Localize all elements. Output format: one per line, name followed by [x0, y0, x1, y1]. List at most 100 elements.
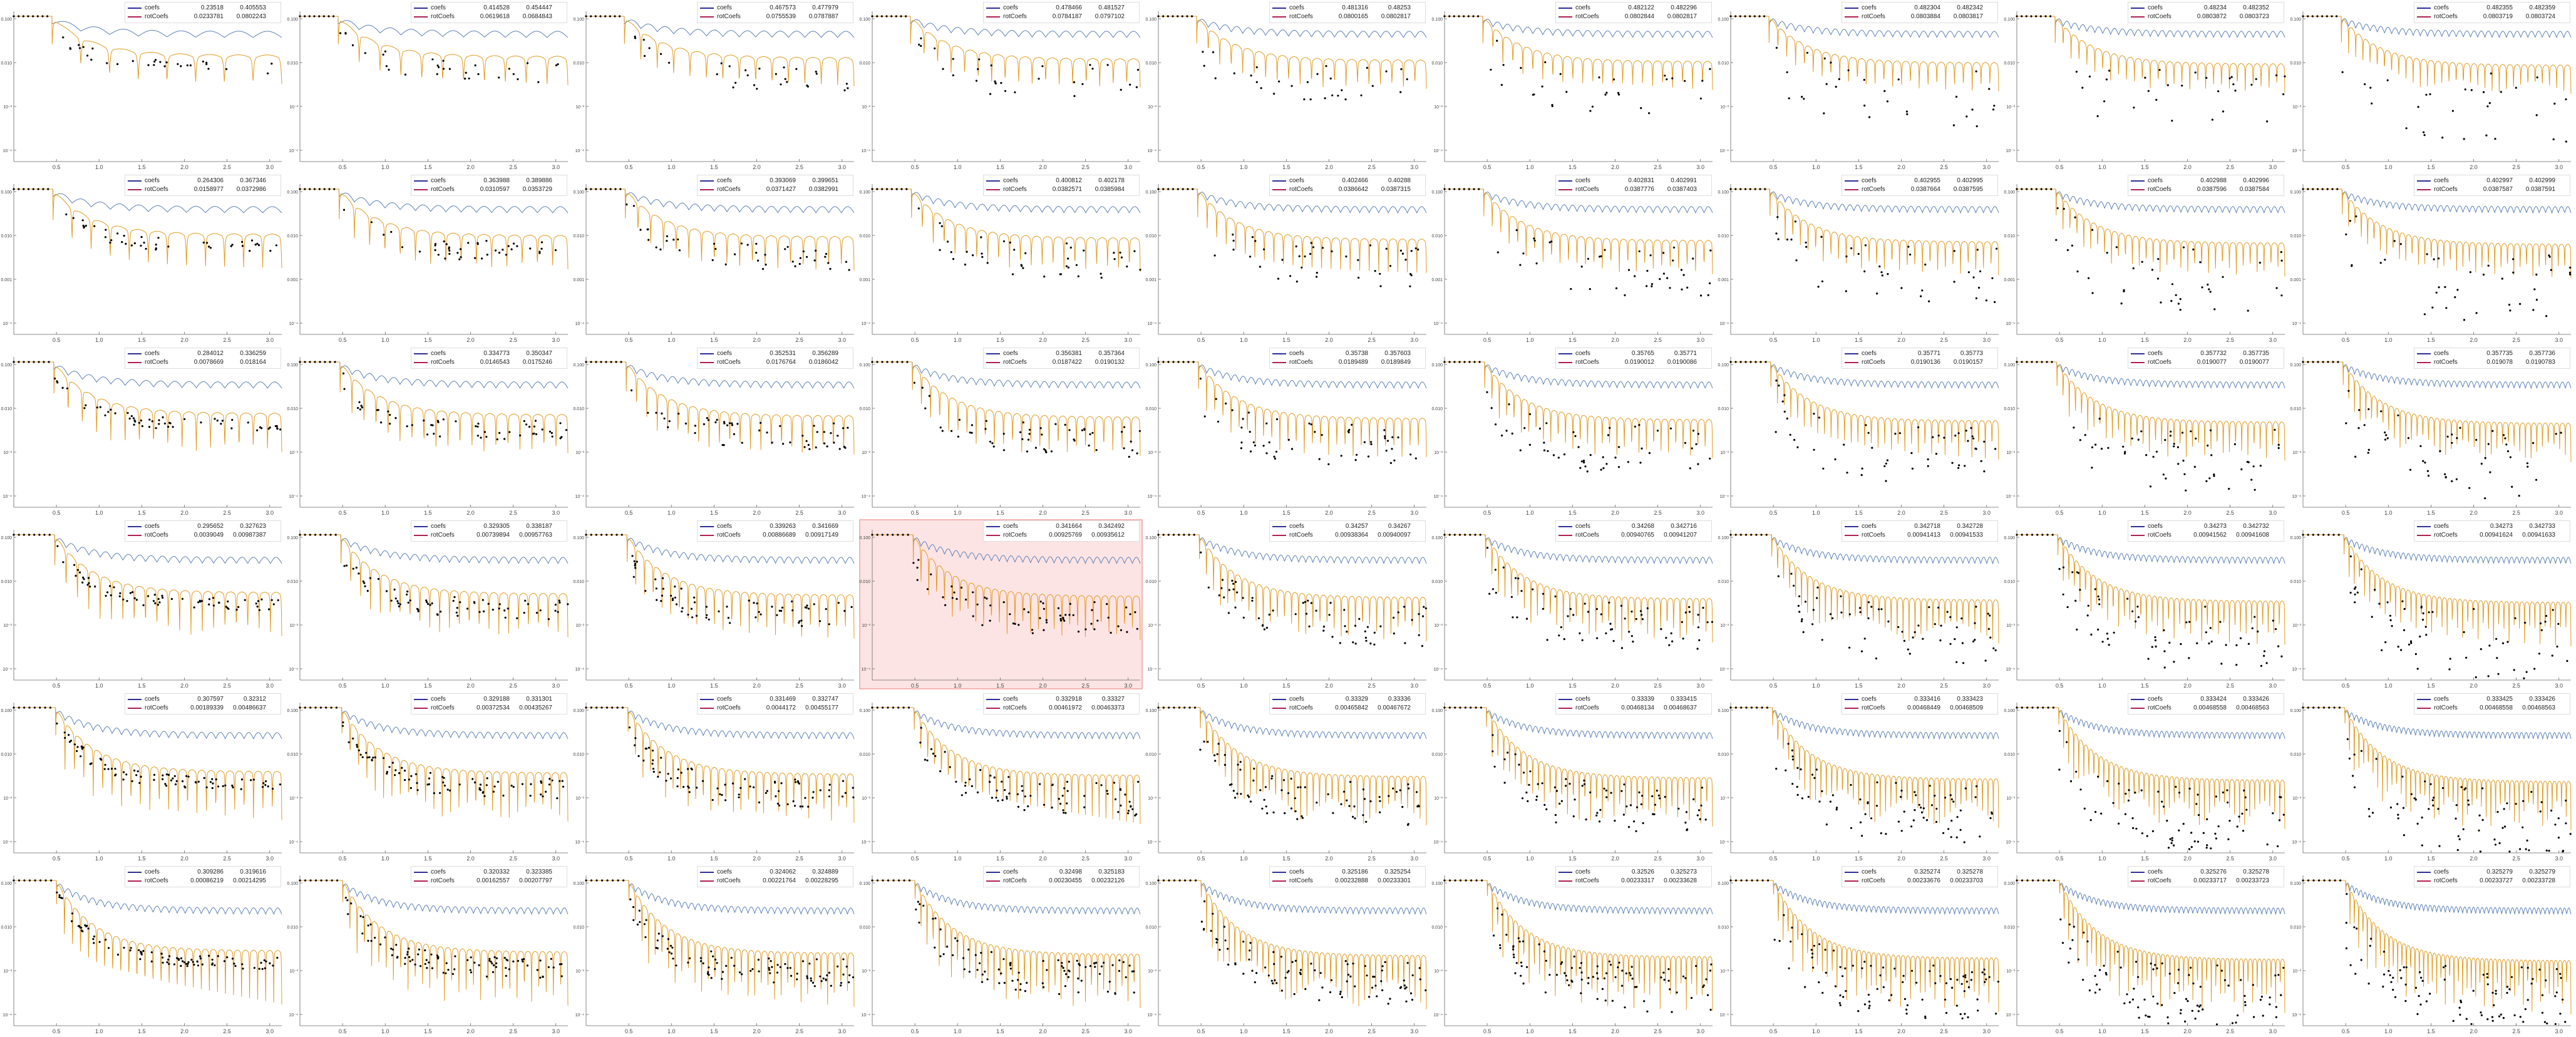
data-point	[81, 746, 83, 748]
data-point	[2280, 259, 2283, 262]
data-point	[2565, 140, 2567, 143]
data-point	[128, 417, 131, 420]
y-tick-label: 10⁻⁴	[2292, 149, 2302, 153]
data-point	[1974, 622, 1976, 624]
legend-label: coefs	[431, 523, 446, 530]
data-point	[409, 599, 411, 602]
data-point	[167, 245, 170, 248]
data-point	[2171, 837, 2173, 839]
x-tick-label: 3.0	[2555, 337, 2563, 343]
chart-panel: 0.5 1.0 1.5 2.0 2.5 3.0 0.100 0.010 10⁻³ 10⁻⁴ coef…	[1431, 346, 1717, 518]
series-rotCoefs-line	[872, 534, 1141, 640]
data-point	[28, 879, 31, 882]
data-point	[1657, 794, 1660, 797]
legend-label: coefs	[1003, 177, 1018, 184]
data-point	[628, 726, 631, 729]
data-point	[456, 252, 459, 254]
legend: coefs 0.402831 0.402991 rotCoefs 0.0387776 0.…	[1555, 175, 1712, 196]
data-point	[2044, 15, 2047, 18]
data-point	[797, 781, 800, 783]
legend: coefs 0.482355 0.482359 rotCoefs 0.0803719 0.…	[2414, 2, 2570, 23]
data-point	[1397, 436, 1399, 439]
data-point	[304, 188, 306, 190]
data-point	[1009, 964, 1012, 966]
data-point	[1213, 254, 1216, 257]
legend: coefs 0.356381 0.357364 rotCoefs 0.0187422 0.…	[983, 348, 1140, 369]
data-point	[1014, 622, 1016, 625]
data-point	[1698, 639, 1701, 641]
data-point	[912, 562, 915, 564]
data-point	[753, 602, 755, 604]
data-point	[512, 242, 515, 245]
data-point	[485, 975, 488, 978]
data-point	[2518, 495, 2520, 497]
data-point	[560, 975, 563, 978]
data-point	[1523, 771, 1525, 774]
data-point	[418, 250, 421, 253]
x-tick-label: 3.0	[552, 337, 560, 343]
x-tick-label: 1.0	[954, 164, 962, 170]
x-tick-label: 2.5	[223, 683, 231, 689]
data-point	[984, 596, 986, 599]
data-point	[2441, 787, 2444, 790]
x-tick-label: 2.0	[753, 1028, 761, 1034]
series-coefs-line	[14, 188, 282, 214]
data-point	[1796, 446, 1799, 448]
legend-value: 0.34268	[1631, 523, 1654, 530]
data-point	[643, 54, 646, 57]
legend-value: 0.333425	[2486, 696, 2513, 703]
data-point	[164, 783, 167, 785]
x-tick-label: 2.0	[1897, 337, 1905, 343]
data-point	[2232, 83, 2235, 86]
data-point	[1088, 444, 1090, 447]
data-point	[521, 783, 523, 785]
data-point	[1249, 431, 1251, 433]
data-point	[647, 411, 649, 414]
data-point	[939, 770, 942, 773]
data-point	[551, 435, 554, 438]
legend-entry: coefs 0.307597 0.32312	[128, 695, 278, 704]
data-point	[1765, 361, 1767, 363]
data-point	[361, 406, 363, 409]
data-point	[930, 573, 932, 575]
data-point	[1172, 188, 1175, 190]
data-point	[2336, 15, 2338, 18]
legend-value: 0.477979	[812, 4, 838, 11]
data-point	[325, 706, 327, 709]
data-point	[1232, 588, 1235, 591]
data-point	[1065, 242, 1068, 245]
data-point	[83, 407, 86, 410]
data-point	[1641, 618, 1644, 621]
x-tick-label: 2.0	[466, 1028, 475, 1034]
data-point	[632, 919, 635, 921]
y-tick-label: 10⁻³	[1148, 105, 1157, 110]
legend-entry: rotCoefs 0.00468134 0.00468637	[1558, 704, 1709, 713]
data-point	[1120, 629, 1122, 631]
legend-swatch	[986, 180, 1000, 182]
data-point	[1734, 706, 1737, 709]
data-point	[1272, 811, 1275, 813]
data-point	[2097, 775, 2099, 778]
data-point	[1443, 361, 1446, 363]
data-point	[1203, 64, 1205, 67]
x-tick-label: 2.5	[223, 510, 231, 516]
legend-value: 0.482342	[1957, 4, 1983, 11]
data-point	[69, 48, 72, 50]
data-point	[1756, 706, 1758, 709]
data-point	[2349, 220, 2351, 222]
data-point	[1700, 804, 1703, 807]
legend-value: 0.00935612	[1091, 532, 1125, 539]
data-point	[1656, 790, 1658, 792]
data-point	[1379, 625, 1382, 627]
legend: coefs 0.34268 0.342716 rotCoefs 0.00940765 0.…	[1555, 520, 1712, 542]
data-point	[1028, 433, 1031, 435]
series-coefs-line	[1158, 188, 1427, 214]
data-point	[1069, 246, 1072, 249]
data-point	[1709, 68, 1711, 70]
data-point	[1600, 468, 1602, 471]
legend-swatch	[1558, 535, 1572, 536]
data-point	[1867, 431, 1870, 434]
legend-value: 0.295652	[197, 523, 224, 530]
